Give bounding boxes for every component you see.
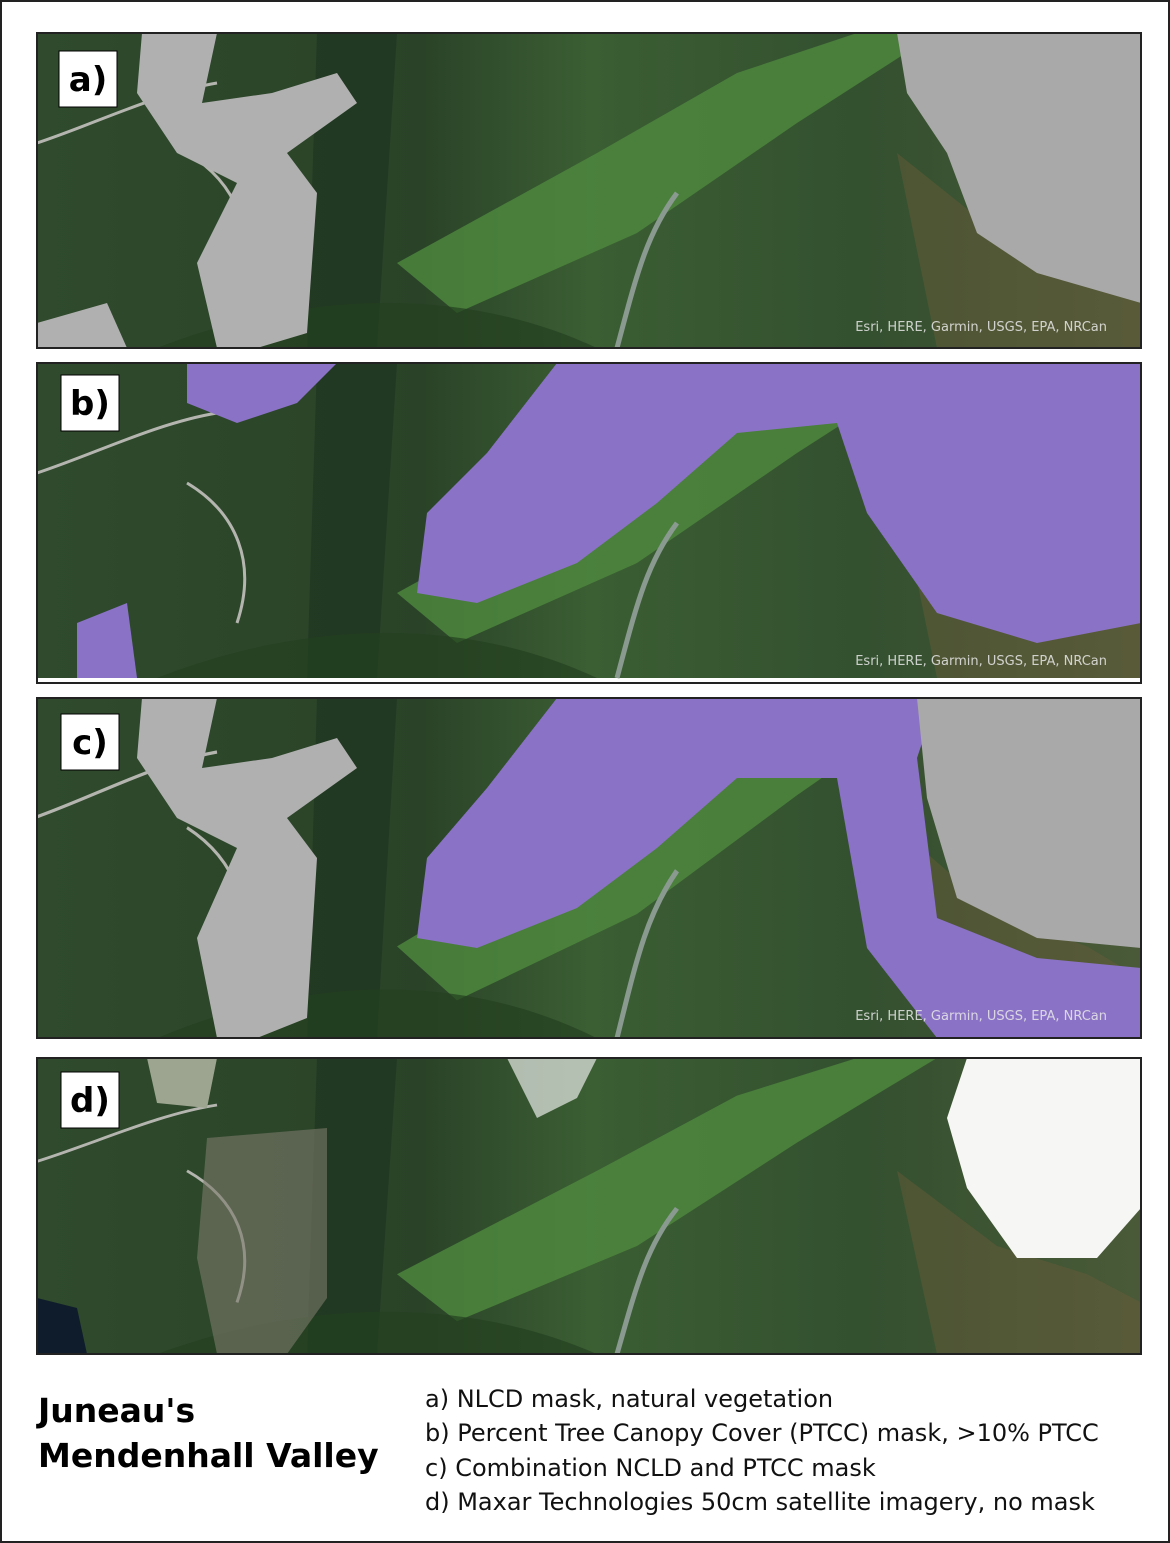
- attribution: Esri, HERE, Garmin, USGS, EPA, NRCan: [855, 1009, 1107, 1024]
- map-panel: c) Esri, HERE, Garmin, USGS, EPA, NRCan: [37, 698, 1141, 1038]
- panel-label: c): [72, 723, 108, 763]
- map-panel: b) Esri, HERE, Garmin, USGS, EPA, NRCan: [37, 363, 1141, 683]
- attribution: Esri, HERE, Garmin, USGS, EPA, NRCan: [855, 320, 1107, 335]
- title-line: Juneau's: [36, 1391, 195, 1430]
- panel-label: b): [70, 384, 110, 424]
- caption: a) NLCD mask, natural vegetation: [425, 1385, 833, 1413]
- map-panel: d): [37, 1058, 1141, 1354]
- attribution: Esri, HERE, Garmin, USGS, EPA, NRCan: [855, 654, 1107, 669]
- panel-label: a): [69, 60, 107, 100]
- water: [147, 1058, 217, 1108]
- title-line: Mendenhall Valley: [38, 1436, 379, 1475]
- panel-label: d): [70, 1081, 110, 1121]
- caption: d) Maxar Technologies 50cm satellite ima…: [425, 1488, 1095, 1516]
- caption: b) Percent Tree Canopy Cover (PTCC) mask…: [425, 1419, 1099, 1447]
- town: [197, 1128, 327, 1354]
- figure: a) Esri, HERE, Garmin, USGS, EPA, NRCan …: [0, 0, 1170, 1543]
- caption: c) Combination NCLD and PTCC mask: [425, 1454, 876, 1482]
- map-panel: a) Esri, HERE, Garmin, USGS, EPA, NRCan: [37, 33, 1141, 348]
